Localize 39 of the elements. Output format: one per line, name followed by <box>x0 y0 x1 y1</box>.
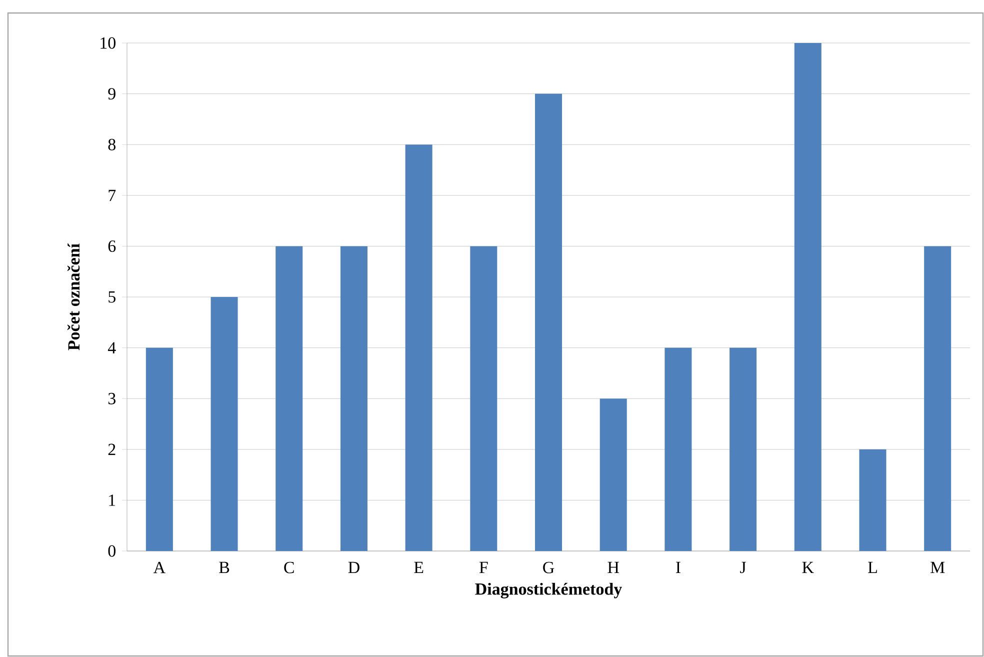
x-tick-label: C <box>284 562 294 574</box>
x-tick-label: K <box>802 562 814 573</box>
x-tick-label: D <box>348 562 360 574</box>
bar <box>924 246 952 551</box>
x-tick-label: I <box>676 562 680 573</box>
x-tick-label: J <box>740 562 746 574</box>
bar <box>340 246 368 551</box>
x-tick-label: M <box>930 562 945 573</box>
y-tick-label: 9 <box>108 88 116 100</box>
y-tick-label: 7 <box>108 190 116 201</box>
bar <box>405 144 432 551</box>
y-tick-label: 10 <box>100 37 116 49</box>
x-tick-label: G <box>543 562 554 574</box>
x-tick-label: A <box>153 562 166 574</box>
y-tick-label: 3 <box>108 392 116 404</box>
bar <box>794 42 822 551</box>
bar <box>146 348 173 551</box>
bar <box>210 296 238 551</box>
y-axis-title: Počet označení <box>67 243 80 350</box>
bar <box>276 246 303 551</box>
y-tick-label: 1 <box>109 494 116 506</box>
y-tick-label: 6 <box>108 240 116 252</box>
y-tick-label: 2 <box>108 444 116 456</box>
x-tick-label: H <box>608 562 619 573</box>
bar <box>859 449 886 551</box>
x-tick-label: L <box>868 562 877 573</box>
x-axis-title: Diagnostickémetody <box>475 582 622 598</box>
bar <box>600 398 627 551</box>
bar <box>470 246 498 551</box>
x-tick-label: F <box>479 562 488 573</box>
bar <box>535 94 562 551</box>
x-tick-label: E <box>414 562 424 573</box>
y-tick-label: 4 <box>108 342 116 354</box>
bar <box>664 348 692 551</box>
bar <box>730 348 757 551</box>
y-tick-label: 5 <box>108 291 116 303</box>
x-tick-label: B <box>219 562 230 574</box>
y-tick-label: 0 <box>108 545 116 557</box>
y-tick-label: 8 <box>108 138 116 150</box>
